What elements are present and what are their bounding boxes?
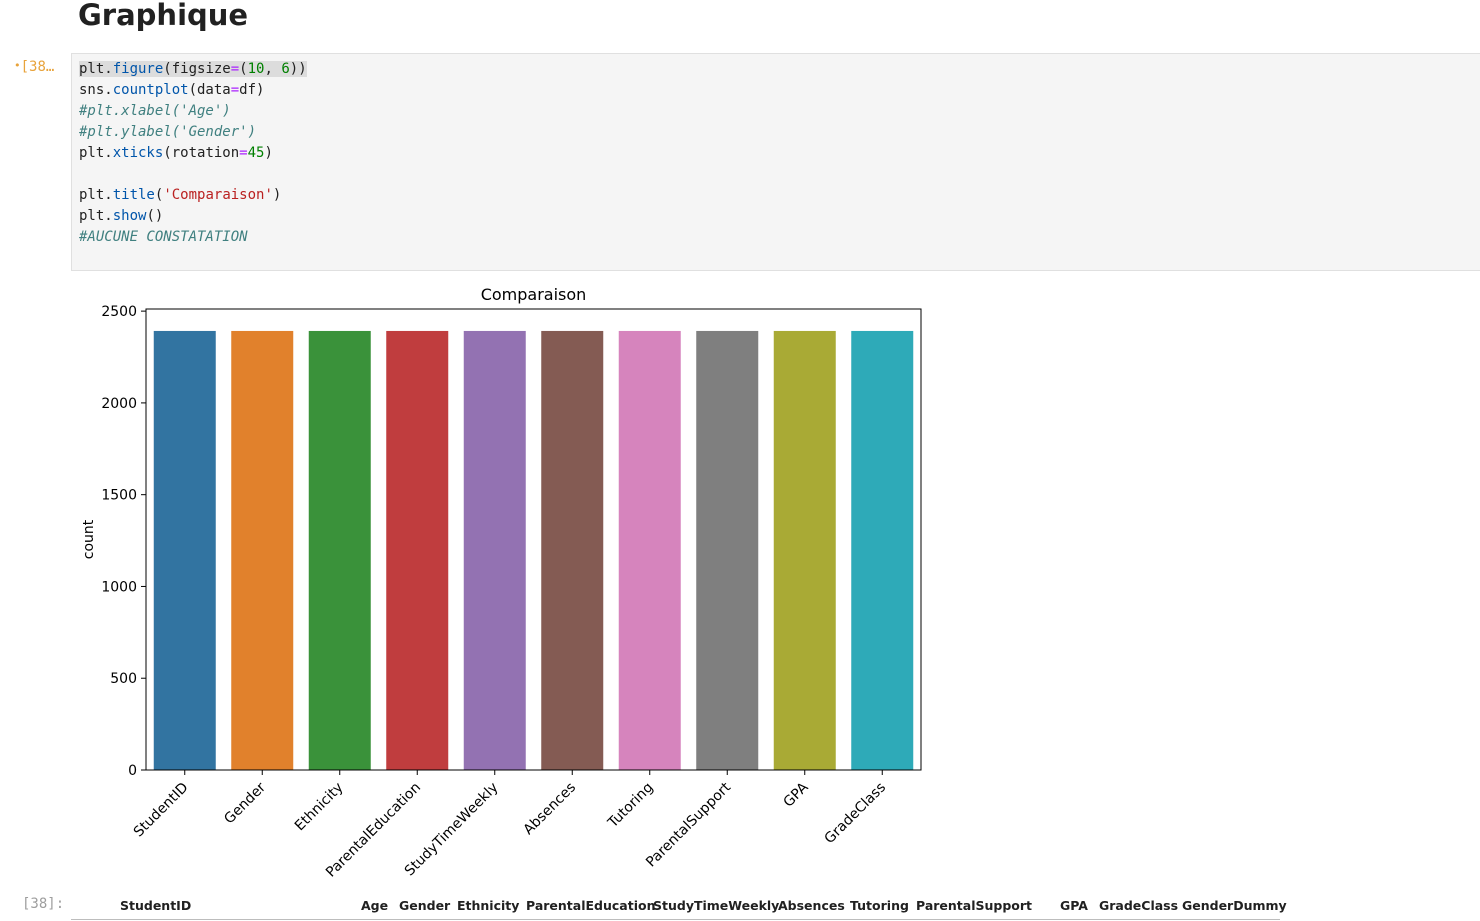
- bar-gradeclass: [851, 330, 914, 770]
- column-header-genderdummy: GenderDummy: [1182, 898, 1287, 913]
- x-tick-label: GPA: [780, 779, 811, 810]
- bar-gpa: [773, 330, 836, 770]
- output-prompt: [38]:: [22, 896, 65, 912]
- bar-gender: [231, 330, 294, 770]
- column-header-parentalsupport: ParentalSupport: [916, 898, 1033, 913]
- column-header-gender: Gender: [399, 898, 451, 913]
- code-line-5: plt.xticks(rotation=45): [79, 145, 273, 161]
- chart-title: Comparaison: [481, 285, 587, 304]
- input-prompt: •[38…: [14, 59, 54, 75]
- column-header-absences: Absences: [778, 898, 845, 913]
- x-tick-label: GradeClass: [822, 780, 890, 848]
- dataframe-header-row: StudentID Age Gender Ethnicity ParentalEduca…: [71, 893, 1287, 920]
- x-tick-label: Ethnicity: [292, 780, 347, 835]
- y-tick-label: 0: [128, 763, 137, 779]
- x-tick-label: ParentalSupport: [643, 779, 734, 870]
- column-header-ethnicity: Ethnicity: [457, 898, 520, 913]
- bar-parentaleducation: [386, 330, 449, 770]
- modified-indicator: •: [14, 59, 21, 72]
- column-header-studytimeweekly: StudyTimeWeekly: [653, 898, 780, 913]
- code-line-3: #plt.xlabel('Age'): [79, 103, 231, 119]
- code-line-4: #plt.ylabel('Gender'): [79, 124, 257, 140]
- column-header-gpa: GPA: [1060, 898, 1088, 913]
- countplot-chart: 0 500 1000 1500 2000 2500 StudentID Gender Ethni…: [81, 285, 922, 881]
- code-line-9: #AUCUNE CONSTATATION: [79, 229, 248, 245]
- code-line-2: sns.countplot(data=df): [79, 82, 265, 98]
- column-header-age: Age: [361, 898, 389, 913]
- y-tick-label: 500: [110, 671, 137, 687]
- bar-ethnicity: [308, 330, 371, 770]
- plot-frame: [145, 308, 922, 771]
- y-tick-label: 2500: [101, 304, 137, 320]
- x-tick-label: Absences: [520, 780, 579, 839]
- bar-studentid: [153, 330, 216, 770]
- y-axis-label: count: [81, 519, 97, 559]
- y-tick-label: 2000: [101, 396, 137, 412]
- bar-absences: [541, 330, 604, 770]
- code-line-6: [79, 164, 307, 185]
- bar-tutoring: [618, 330, 681, 770]
- code-cell-editor[interactable]: plt.figure(figsize=(10, 6)) sns.countplot…: [71, 53, 1480, 271]
- code-content[interactable]: plt.figure(figsize=(10, 6)) sns.countplot…: [79, 59, 307, 248]
- x-tick-label: StudentID: [131, 780, 192, 841]
- y-tick-label: 1500: [101, 488, 137, 504]
- code-line-1: plt.figure(figsize=(10, 6)): [79, 61, 307, 77]
- column-header-studentid: StudentID: [120, 898, 192, 913]
- column-header-tutoring: Tutoring: [850, 898, 909, 913]
- input-prompt-number: [38…: [20, 59, 55, 75]
- bar-studytimeweekly: [463, 330, 526, 770]
- x-tick-label: Tutoring: [604, 780, 656, 832]
- code-line-8: plt.show(): [79, 208, 164, 224]
- y-tick-label: 1000: [101, 579, 137, 595]
- section-heading: Graphique: [78, 0, 249, 32]
- column-header-gradeclass: GradeClass: [1099, 898, 1179, 913]
- bar-parentalsupport: [696, 330, 759, 770]
- column-header-parentaleducation: ParentalEducation: [526, 898, 656, 913]
- x-tick-label: Gender: [221, 779, 269, 827]
- code-line-7: plt.title('Comparaison'): [79, 187, 282, 203]
